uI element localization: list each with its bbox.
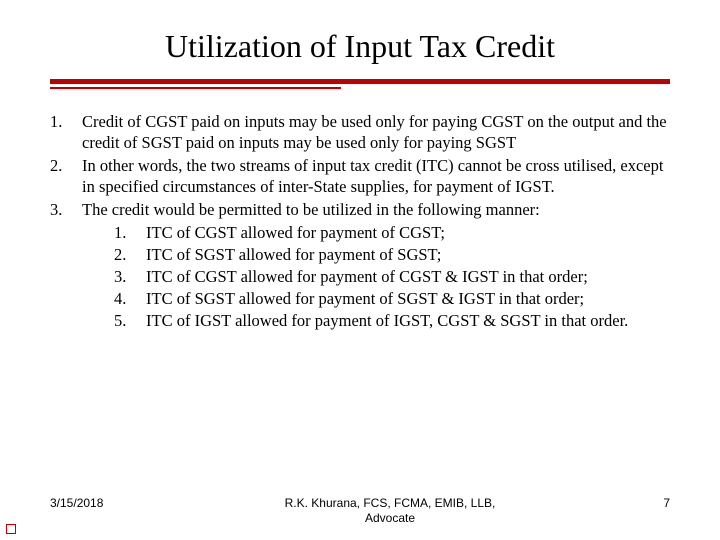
divider-thick bbox=[50, 79, 670, 84]
sub-list-text: ITC of SGST allowed for payment of SGST; bbox=[146, 244, 670, 265]
footer-author-line1: R.K. Khurana, FCS, FCMA, EMIB, LLB, bbox=[285, 496, 496, 510]
footer-date: 3/15/2018 bbox=[50, 496, 170, 510]
divider-thin bbox=[50, 87, 341, 89]
slide-content: 1. Credit of CGST paid on inputs may be … bbox=[50, 111, 670, 332]
slide: Utilization of Input Tax Credit 1. Credi… bbox=[0, 0, 720, 540]
sub-list-item: 2. ITC of SGST allowed for payment of SG… bbox=[114, 244, 670, 265]
list-item: 1. Credit of CGST paid on inputs may be … bbox=[50, 111, 670, 153]
list-text: In other words, the two streams of input… bbox=[82, 155, 670, 197]
list-text-inner: The credit would be permitted to be util… bbox=[82, 200, 540, 219]
main-list: 1. Credit of CGST paid on inputs may be … bbox=[50, 111, 670, 332]
sub-list-text: ITC of CGST allowed for payment of CGST; bbox=[146, 222, 670, 243]
title-divider bbox=[50, 79, 670, 91]
sub-list-item: 4. ITC of SGST allowed for payment of SG… bbox=[114, 288, 670, 309]
sub-list-number: 3. bbox=[114, 266, 146, 287]
sub-list-number: 1. bbox=[114, 222, 146, 243]
footer-page-number: 7 bbox=[610, 496, 670, 510]
list-number: 2. bbox=[50, 155, 82, 197]
list-text: The credit would be permitted to be util… bbox=[82, 199, 670, 332]
footer-author-line2: Advocate bbox=[365, 511, 415, 525]
sub-list-item: 1. ITC of CGST allowed for payment of CG… bbox=[114, 222, 670, 243]
sub-list-text: ITC of IGST allowed for payment of IGST,… bbox=[146, 310, 670, 331]
sub-list-number: 5. bbox=[114, 310, 146, 331]
corner-marker-icon bbox=[6, 524, 16, 534]
slide-title: Utilization of Input Tax Credit bbox=[50, 28, 670, 65]
list-item: 3. The credit would be permitted to be u… bbox=[50, 199, 670, 332]
list-item: 2. In other words, the two streams of in… bbox=[50, 155, 670, 197]
sub-list-item: 5. ITC of IGST allowed for payment of IG… bbox=[114, 310, 670, 331]
sub-list-number: 4. bbox=[114, 288, 146, 309]
list-text: Credit of CGST paid on inputs may be use… bbox=[82, 111, 670, 153]
list-number: 1. bbox=[50, 111, 82, 153]
slide-footer: 3/15/2018 R.K. Khurana, FCS, FCMA, EMIB,… bbox=[50, 496, 670, 526]
sub-list-item: 3. ITC of CGST allowed for payment of CG… bbox=[114, 266, 670, 287]
sub-list-text: ITC of CGST allowed for payment of CGST … bbox=[146, 266, 670, 287]
footer-author: R.K. Khurana, FCS, FCMA, EMIB, LLB, Advo… bbox=[170, 496, 610, 526]
list-number: 3. bbox=[50, 199, 82, 332]
sub-list-text: ITC of SGST allowed for payment of SGST … bbox=[146, 288, 670, 309]
sub-list-number: 2. bbox=[114, 244, 146, 265]
sub-list: 1. ITC of CGST allowed for payment of CG… bbox=[82, 222, 670, 332]
